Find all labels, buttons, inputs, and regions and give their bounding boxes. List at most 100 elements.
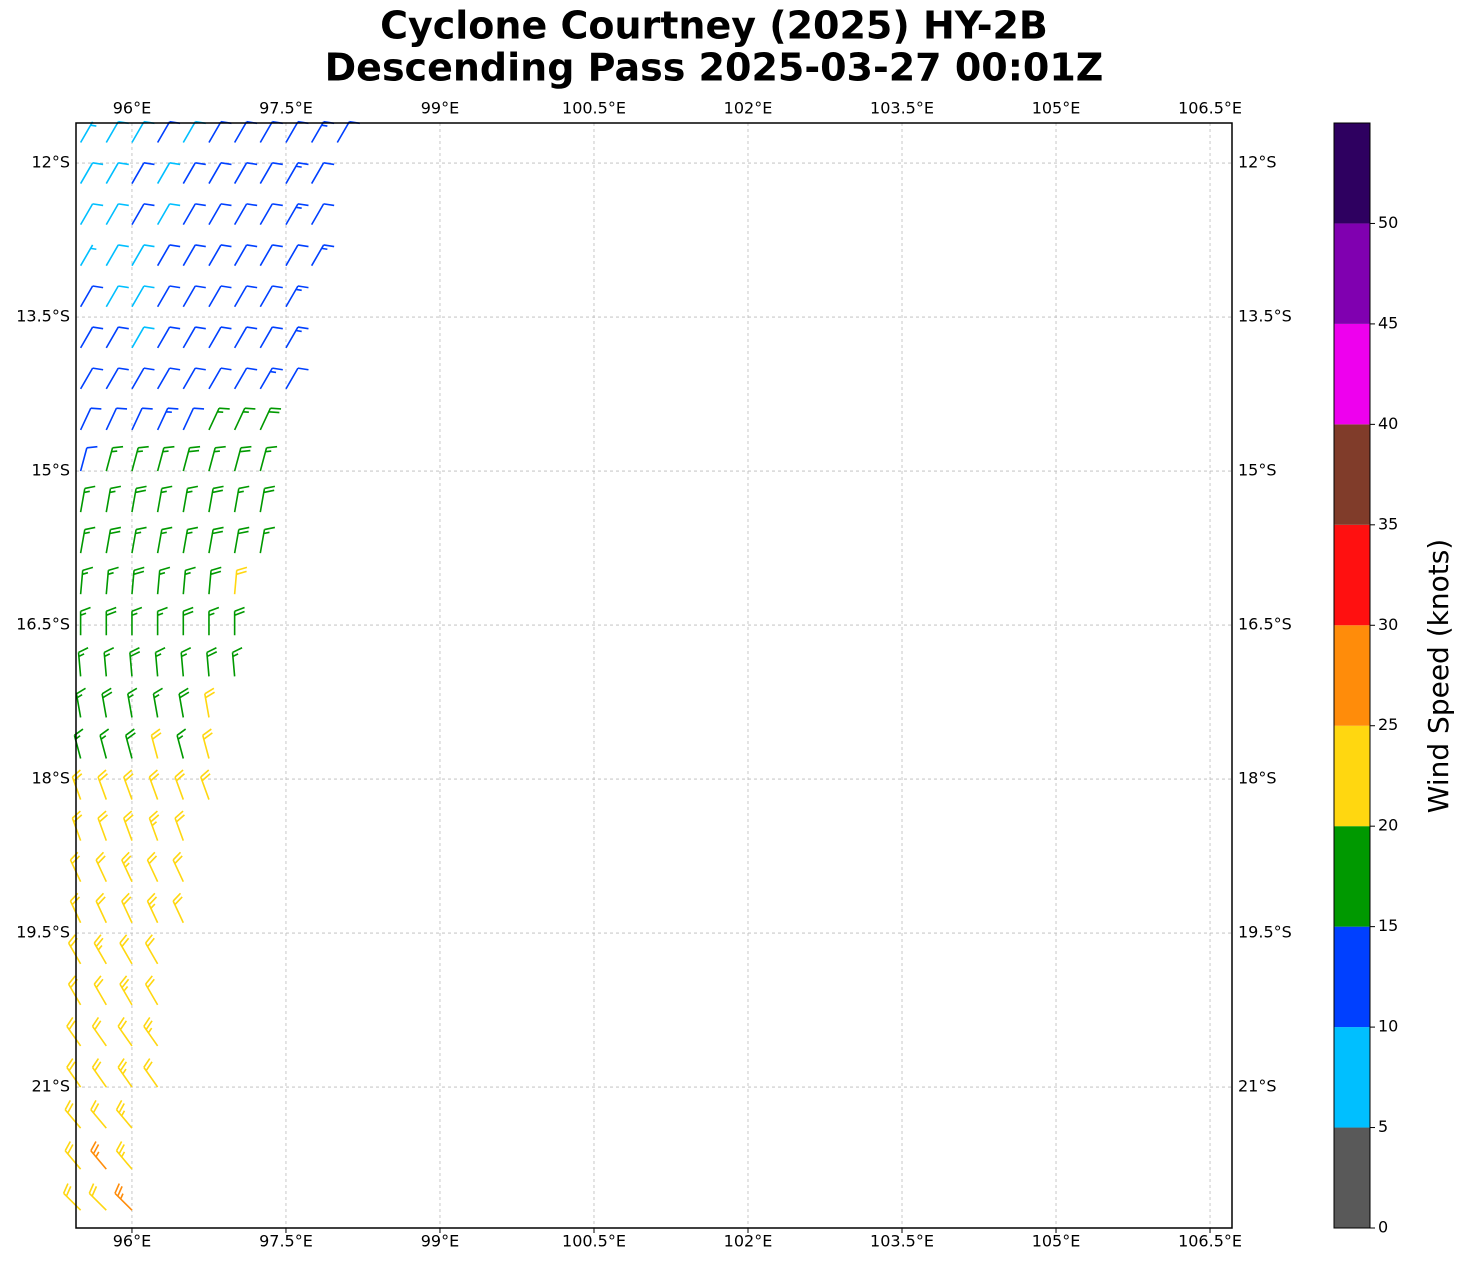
wind-barb bbox=[259, 285, 283, 308]
colorbar-segment bbox=[1334, 725, 1370, 827]
y-tick-label-left: 15°S bbox=[31, 461, 70, 480]
wind-barb bbox=[105, 244, 129, 267]
wind-barb bbox=[154, 647, 166, 677]
colorbar-label: Wind Speed (knots) bbox=[1422, 539, 1455, 813]
wind-barb bbox=[144, 975, 159, 1006]
wind-barb bbox=[143, 1058, 159, 1088]
wind-barb bbox=[208, 326, 232, 349]
wind-barb bbox=[285, 367, 309, 390]
colorbar-segment bbox=[1334, 926, 1370, 1028]
wind-barb bbox=[105, 445, 124, 472]
wind-barb bbox=[105, 161, 129, 184]
wind-barb bbox=[156, 203, 181, 226]
wind-barb bbox=[182, 244, 206, 267]
wind-barb bbox=[105, 203, 129, 226]
x-tick-label-top: 106.5°E bbox=[1178, 99, 1242, 118]
wind-barb bbox=[233, 203, 258, 226]
title: Cyclone Courtney (2025) HY-2B bbox=[380, 4, 1048, 48]
wind-barb bbox=[66, 1058, 82, 1088]
wind-barb bbox=[285, 326, 309, 349]
wind-barb bbox=[182, 326, 206, 349]
wind-barb bbox=[182, 485, 199, 513]
x-tick-label-top: 105°E bbox=[1032, 99, 1081, 118]
colorbar-tick-label: 50 bbox=[1378, 213, 1398, 232]
colorbar-tick-label: 45 bbox=[1378, 313, 1398, 332]
wind-barb bbox=[182, 367, 206, 390]
wind-barb bbox=[93, 934, 107, 965]
wind-barb bbox=[182, 285, 206, 308]
colorbar-tick-label: 25 bbox=[1378, 715, 1398, 734]
wind-barb bbox=[182, 407, 205, 431]
wind-barb bbox=[131, 285, 155, 308]
colorbar-segment bbox=[1334, 524, 1370, 626]
y-tick-label-right: 21°S bbox=[1238, 1077, 1277, 1096]
colorbar-segment bbox=[1334, 323, 1370, 425]
wind-barb bbox=[119, 975, 133, 1006]
wind-barb bbox=[91, 1017, 107, 1047]
wind-barb bbox=[97, 769, 108, 800]
wind-barb bbox=[146, 892, 159, 924]
wind-barb bbox=[156, 367, 181, 390]
colorbar-tick-label: 5 bbox=[1378, 1117, 1388, 1136]
wind-barb bbox=[208, 485, 224, 513]
wind-barb bbox=[172, 851, 185, 883]
y-tick-label-left: 12°S bbox=[31, 153, 70, 172]
x-tick-label-top: 96°E bbox=[113, 99, 151, 118]
colorbar-segment bbox=[1334, 826, 1370, 927]
colorbar-segment bbox=[1334, 625, 1370, 726]
x-tick-label-top: 103.5°E bbox=[870, 99, 934, 118]
wind-barb bbox=[208, 566, 222, 595]
wind-barb bbox=[174, 810, 185, 841]
wind-barb bbox=[131, 526, 147, 554]
wind-barb bbox=[131, 367, 155, 390]
y-tick-label-right: 12°S bbox=[1238, 153, 1277, 172]
wind-barb bbox=[79, 445, 98, 472]
wind-barb bbox=[233, 566, 248, 595]
colorbar-tick-label: 40 bbox=[1378, 414, 1398, 433]
wind-barb bbox=[233, 161, 258, 184]
wind-barb bbox=[131, 445, 149, 472]
wind-barb bbox=[178, 687, 190, 718]
wind-barb bbox=[77, 647, 89, 677]
wind-barb bbox=[156, 244, 181, 267]
wind-barb bbox=[208, 445, 226, 472]
wind-barb bbox=[182, 606, 194, 636]
wind-barb bbox=[99, 728, 110, 759]
wind-barb bbox=[208, 285, 232, 308]
wind-barb bbox=[146, 851, 159, 883]
x-tick-label-bottom: 99°E bbox=[421, 1232, 459, 1251]
y-tick-label-left: 16.5°S bbox=[16, 615, 70, 634]
wind-barb bbox=[79, 121, 97, 143]
wind-barb bbox=[231, 647, 243, 677]
wind-barb bbox=[79, 526, 96, 554]
wind-barb bbox=[259, 407, 282, 431]
wind-barb bbox=[95, 892, 108, 924]
x-tick-label-bottom: 103.5°E bbox=[870, 1232, 934, 1251]
y-tick-label-right: 19.5°S bbox=[1238, 923, 1292, 942]
wind-barb bbox=[182, 566, 196, 595]
wind-barb bbox=[62, 1183, 82, 1211]
wind-barb bbox=[208, 526, 224, 554]
colorbar: 0 5 10 15 20 25 30 35 40 45 50 bbox=[1333, 122, 1398, 1237]
wind-barb bbox=[180, 647, 192, 677]
wind-barb bbox=[143, 1017, 159, 1047]
x-tick-label-bottom: 105°E bbox=[1032, 1232, 1081, 1251]
wind-barb bbox=[88, 1183, 107, 1211]
wind-barb bbox=[285, 203, 309, 226]
wind-barb bbox=[117, 1017, 133, 1047]
wind-barb bbox=[208, 203, 232, 226]
wind-barb bbox=[259, 203, 283, 226]
wind-barb bbox=[259, 526, 276, 554]
wind-barb bbox=[105, 326, 129, 349]
wind-barb bbox=[156, 606, 168, 636]
wind-barb bbox=[131, 407, 153, 431]
wind-barb bbox=[233, 367, 258, 390]
wind-barb bbox=[156, 485, 173, 513]
wind-barb bbox=[148, 810, 160, 841]
y-tick-label-left: 21°S bbox=[31, 1077, 70, 1096]
wind-barb bbox=[79, 367, 104, 390]
wind-barb bbox=[310, 244, 335, 267]
y-tick-label-left: 13.5°S bbox=[16, 307, 70, 326]
y-tick-label-right: 13.5°S bbox=[1238, 307, 1292, 326]
colorbar-tick-label: 15 bbox=[1378, 916, 1398, 935]
